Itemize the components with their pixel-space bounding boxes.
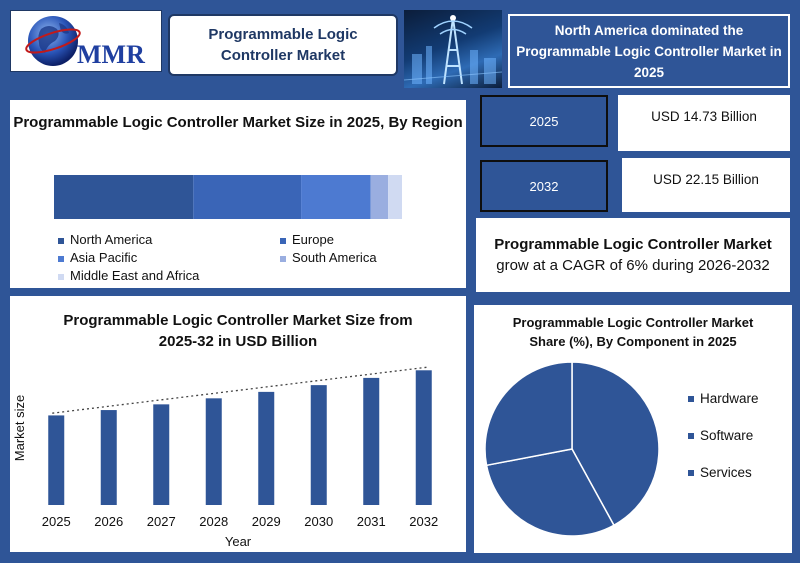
year-box-2025: 2025 (480, 95, 608, 147)
highlight-banner: North America dominated the Programmable… (508, 14, 790, 88)
x-tick-label: 2027 (147, 514, 176, 529)
year-label: 2032 (529, 178, 559, 194)
cagr-bold: Programmable Logic Controller Market (494, 236, 772, 253)
component-share-chart-title: Programmable Logic Controller Market Sha… (512, 315, 754, 349)
legend-swatch (688, 470, 694, 476)
bar (310, 385, 327, 505)
legend-label: North America (70, 232, 153, 247)
legend-swatch (688, 396, 694, 402)
title-panel: Programmable Logic Controller Market (168, 14, 398, 76)
legend-label: South America (292, 250, 377, 265)
year-label: 2025 (529, 113, 559, 129)
region-stacked-bar: North America Europe Asia Pacific South Ame… (54, 175, 402, 280)
legend-label: Middle East and Africa (70, 268, 200, 280)
component-pie-chart: Hardware Software Services (484, 361, 759, 537)
factory-icon (404, 15, 502, 85)
legend-label: Software (700, 428, 753, 443)
legend-label: Hardware (700, 391, 759, 406)
x-tick-label: 2030 (304, 514, 333, 529)
x-tick-label: 2029 (252, 514, 281, 529)
cagr-panel: Programmable Logic Controller Market gro… (476, 218, 790, 292)
x-tick-label: 2026 (94, 514, 123, 529)
logo-panel: MMR (10, 10, 162, 72)
pie-slice (571, 361, 660, 527)
x-tick-label: 2025 (42, 514, 71, 529)
cagr-rest: grow at a CAGR of 6% during 2026-2032 (496, 257, 770, 274)
highlight-text: North America dominated the Programmable… (516, 22, 782, 80)
region-chart-panel: Programmable Logic Controller Market Siz… (10, 100, 466, 288)
component-share-chart-panel: Programmable Logic Controller Market Sha… (474, 305, 792, 553)
trendline (52, 366, 428, 414)
x-tick-label: 2032 (409, 514, 438, 529)
bar (48, 415, 65, 505)
x-axis-label: Year (225, 534, 252, 549)
x-tick-label: 2028 (199, 514, 228, 529)
page-title: Programmable Logic Controller Market (208, 26, 358, 64)
bar (205, 398, 222, 505)
pie-slice (485, 448, 615, 537)
y-axis-label: Market size (12, 395, 27, 461)
legend-swatch (688, 433, 694, 439)
market-size-chart-panel: Programmable Logic Controller Market Siz… (10, 296, 466, 552)
x-tick-label: 2031 (357, 514, 386, 529)
value-box-2032: USD 22.15 Billion (622, 158, 790, 212)
bar (153, 404, 170, 505)
pie-slice (484, 361, 573, 467)
legend-swatch (58, 256, 64, 262)
mmr-logo: MMR (25, 16, 145, 69)
value-label: USD 14.73 Billion (651, 109, 757, 124)
stacked-bar-segment (54, 175, 194, 219)
legend-label: Europe (292, 232, 334, 247)
stacked-bar-segment (370, 175, 389, 219)
cagr-text: Programmable Logic Controller Market gro… (476, 234, 790, 276)
legend-label: Services (700, 465, 752, 480)
legend-swatch (58, 274, 64, 280)
stacked-bar-segment (301, 175, 371, 219)
industrial-image (404, 10, 502, 88)
legend-swatch (280, 256, 286, 262)
bar (100, 410, 117, 505)
logo-text: MMR (77, 40, 145, 69)
value-box-2025: USD 14.73 Billion (618, 95, 790, 151)
value-label: USD 22.15 Billion (653, 172, 759, 187)
stacked-bar-segment (193, 175, 302, 219)
market-size-bar-chart: 2025 2026 2027 2028 2029 2030 2031 2032 Year Mark… (12, 366, 438, 549)
legend-swatch (58, 238, 64, 244)
legend-swatch (280, 238, 286, 244)
bar (258, 391, 275, 505)
region-chart-title: Programmable Logic Controller Market Siz… (13, 114, 463, 131)
stacked-bar-segment (388, 175, 402, 219)
bar (415, 370, 432, 505)
bar (363, 377, 380, 505)
market-size-chart-title: Programmable Logic Controller Market Siz… (63, 312, 413, 350)
legend-label: Asia Pacific (70, 250, 138, 265)
year-box-2032: 2032 (480, 160, 608, 212)
globe-icon (25, 16, 81, 66)
